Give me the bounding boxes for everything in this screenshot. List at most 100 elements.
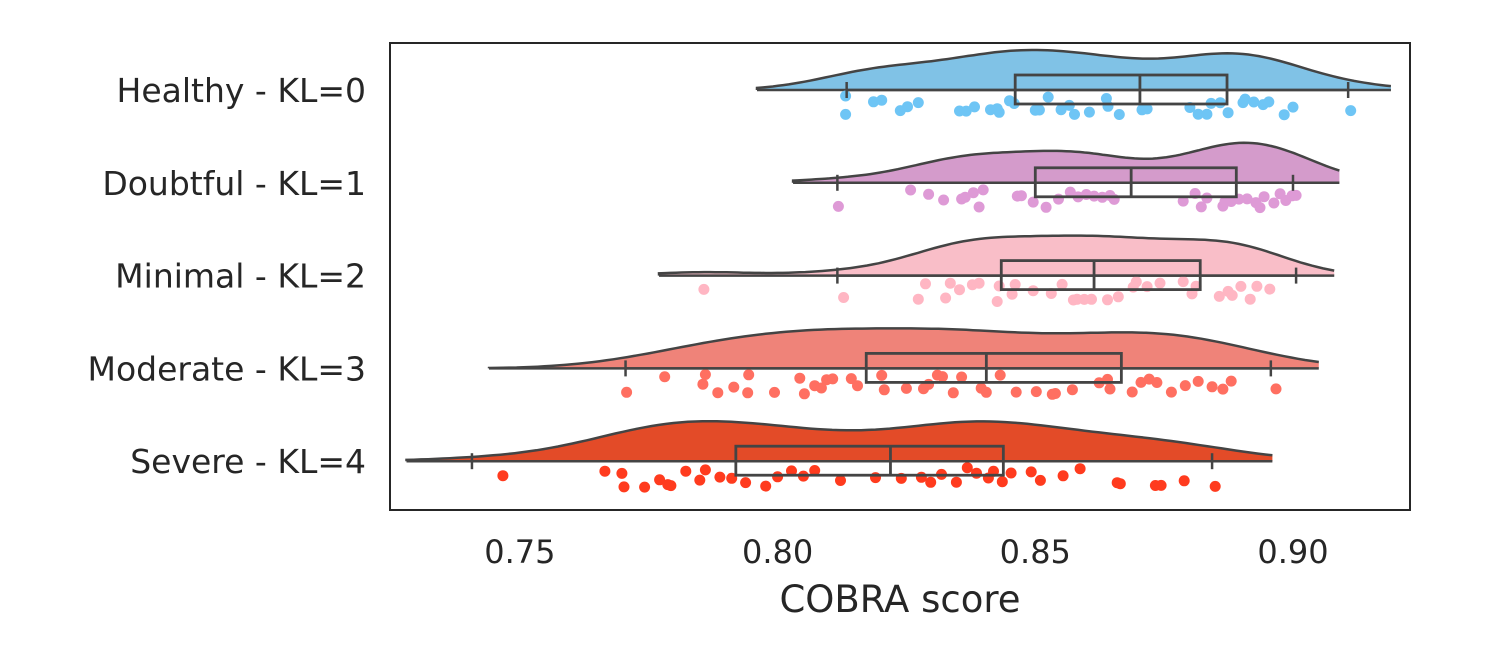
data-point — [815, 382, 827, 394]
data-point — [798, 388, 810, 400]
data-point — [1086, 293, 1097, 305]
data-point — [1278, 109, 1290, 121]
data-point — [1179, 380, 1191, 392]
x-tick-label: 0.80 — [742, 533, 813, 571]
data-point — [794, 372, 806, 384]
data-point — [599, 465, 611, 477]
violin-fill — [488, 328, 1319, 369]
data-point — [993, 106, 1005, 118]
data-point — [912, 97, 924, 109]
data-point — [1177, 276, 1189, 288]
data-point — [902, 101, 913, 113]
box-iqr — [1013, 73, 1229, 106]
data-point — [971, 467, 982, 479]
data-point — [639, 481, 651, 493]
data-point — [1244, 293, 1256, 305]
raincloud-group — [791, 141, 1340, 214]
raincloud-group — [487, 327, 1319, 400]
data-point — [870, 472, 881, 484]
data-point — [1057, 470, 1069, 482]
data-point — [876, 94, 888, 106]
data-point — [772, 471, 784, 483]
data-point — [1015, 190, 1027, 202]
data-point — [1074, 463, 1086, 475]
data-point — [769, 386, 780, 398]
data-point — [760, 480, 772, 492]
data-point — [969, 101, 980, 113]
data-point — [923, 188, 935, 200]
data-point — [1178, 475, 1190, 487]
data-point — [1083, 106, 1095, 118]
data-point — [1027, 196, 1039, 208]
data-point — [786, 465, 797, 477]
y-tick-label: Severe - KL=4 — [130, 442, 366, 481]
data-point — [835, 475, 846, 486]
violin-outline — [755, 48, 1392, 91]
data-point — [840, 108, 852, 120]
data-point — [1154, 277, 1166, 289]
violin-fill — [659, 235, 1335, 276]
data-point — [497, 470, 509, 482]
data-point — [1009, 279, 1021, 290]
data-point — [827, 373, 839, 385]
data-point — [1213, 290, 1225, 302]
data-point — [1192, 108, 1204, 120]
x-tick-label: 0.75 — [484, 533, 555, 571]
data-point — [973, 277, 985, 289]
data-point — [1030, 386, 1042, 398]
data-point — [991, 296, 1003, 307]
data-point — [1177, 195, 1189, 207]
data-point — [1251, 280, 1263, 292]
data-point — [1141, 103, 1153, 115]
data-point — [659, 371, 671, 383]
data-point — [1270, 383, 1282, 395]
data-point — [1113, 109, 1125, 120]
data-point — [618, 481, 630, 493]
data-point — [1102, 100, 1114, 112]
data-point — [1053, 193, 1064, 205]
plot-area — [405, 48, 1392, 493]
data-point — [1268, 197, 1280, 209]
data-point — [743, 369, 755, 381]
data-point — [1056, 278, 1068, 290]
data-point — [712, 387, 724, 399]
data-point — [1248, 96, 1260, 108]
data-point — [728, 381, 740, 393]
axes-frame — [389, 42, 1411, 511]
data-point — [616, 467, 628, 479]
data-point — [1195, 201, 1207, 213]
data-point — [1201, 108, 1213, 120]
data-point — [1114, 478, 1126, 490]
data-point — [950, 476, 962, 488]
box-iqr — [864, 351, 1123, 384]
raincloud-group — [657, 234, 1335, 307]
box-iqr — [1033, 166, 1238, 199]
data-point — [1222, 107, 1234, 119]
y-tick-label: Moderate - KL=3 — [87, 349, 366, 388]
data-point — [1055, 104, 1067, 116]
data-point — [960, 105, 972, 117]
data-point — [947, 387, 959, 399]
data-point — [1239, 93, 1251, 105]
data-point — [940, 292, 952, 304]
raincloud-group — [755, 48, 1392, 121]
data-point — [1104, 383, 1116, 395]
data-point — [1192, 375, 1204, 387]
data-point — [1042, 91, 1054, 103]
data-point — [937, 371, 948, 383]
data-point — [900, 382, 912, 394]
box-iqr — [999, 259, 1202, 292]
violin-fill — [756, 50, 1391, 90]
box-iqr — [734, 444, 1005, 477]
data-point — [1226, 289, 1238, 301]
data-point — [1217, 383, 1229, 395]
data-point — [654, 474, 666, 486]
data-point — [852, 380, 863, 392]
data-point — [698, 283, 710, 295]
data-point — [714, 471, 726, 483]
y-tick-label: Healthy - KL=0 — [117, 71, 366, 110]
data-point — [665, 480, 677, 492]
data-point — [878, 384, 890, 396]
y-tick-label: Doubtful - KL=1 — [102, 164, 366, 203]
